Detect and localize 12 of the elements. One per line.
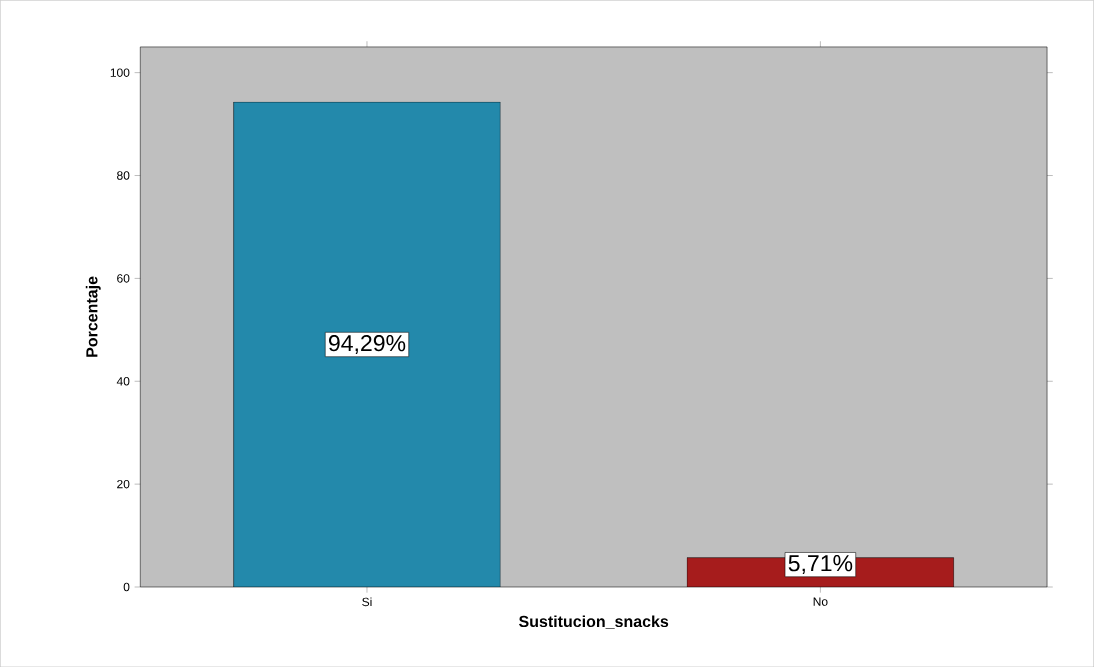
x-axis-title: Sustitucion_snacks bbox=[518, 615, 669, 629]
data-label: 5,71% bbox=[788, 554, 853, 574]
x-tick-label: Si bbox=[362, 597, 372, 607]
data-label: 94,29% bbox=[328, 334, 406, 354]
y-tick-label: 0 bbox=[123, 582, 130, 592]
y-tick-label: 60 bbox=[117, 273, 130, 283]
x-tick-label: No bbox=[813, 597, 828, 606]
y-tick-label: 40 bbox=[116, 376, 130, 386]
y-tick-label: 20 bbox=[117, 479, 130, 489]
y-tick-label: 80 bbox=[117, 171, 130, 180]
y-tick-label: 100 bbox=[110, 68, 130, 77]
y-axis-title: Porcentaje bbox=[85, 276, 101, 357]
